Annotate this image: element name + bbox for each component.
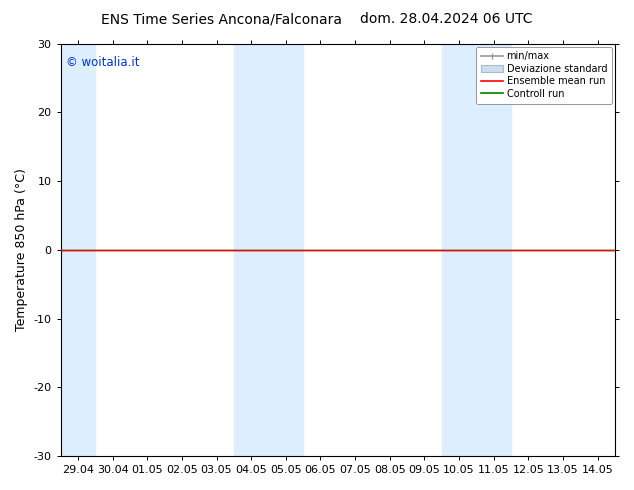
Legend: min/max, Deviazione standard, Ensemble mean run, Controll run: min/max, Deviazione standard, Ensemble m… bbox=[476, 47, 612, 103]
Text: © woitalia.it: © woitalia.it bbox=[66, 56, 139, 69]
Bar bbox=[61, 44, 95, 456]
Text: ENS Time Series Ancona/Falconara: ENS Time Series Ancona/Falconara bbox=[101, 12, 342, 26]
Bar bbox=[442, 44, 511, 456]
Y-axis label: Temperature 850 hPa (°C): Temperature 850 hPa (°C) bbox=[15, 169, 28, 331]
Bar bbox=[234, 44, 303, 456]
Text: dom. 28.04.2024 06 UTC: dom. 28.04.2024 06 UTC bbox=[360, 12, 533, 26]
